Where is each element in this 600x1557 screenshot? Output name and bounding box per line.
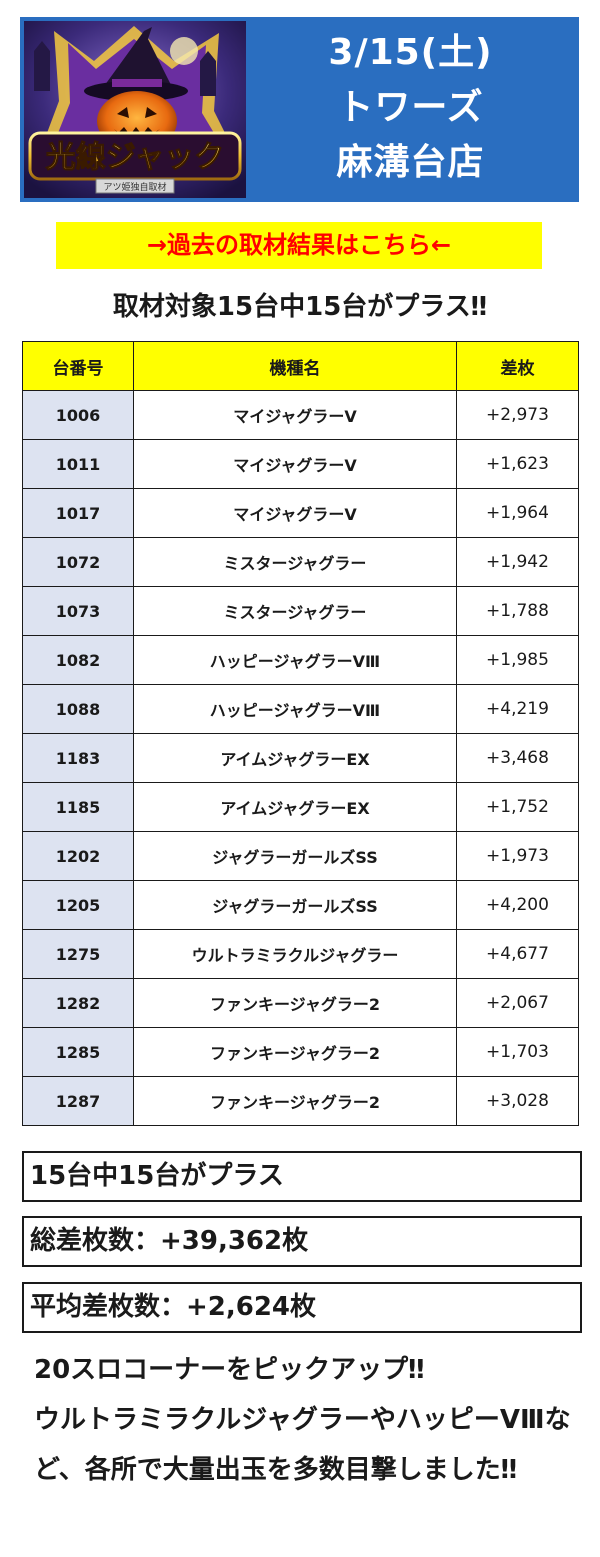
coin-difference-cell: +3,468: [456, 733, 579, 783]
model-name-cell: ハッピージャグラーVⅢ: [133, 684, 457, 734]
coin-difference-cell: +1,752: [456, 782, 579, 832]
machine-number-cell: 1282: [22, 978, 134, 1028]
past-results-link[interactable]: →過去の取材結果はこちら←: [56, 222, 542, 269]
plus-count-summary: 15台中15台がプラス: [22, 1151, 582, 1202]
total-difference-summary: 総差枚数：+39,362枚: [22, 1216, 582, 1267]
table-row: 1282 ファンキージャグラー2 +2,067: [22, 978, 579, 1028]
model-name-cell: ミスタージャグラー: [133, 537, 457, 587]
results-table: 台番号 機種名 差枚 1006 マイジャグラーV +2,973 1011 マイジ…: [22, 341, 579, 1126]
machine-number-cell: 1202: [22, 831, 134, 881]
model-name-cell: アイムジャグラーEX: [133, 782, 457, 832]
model-name-cell: マイジャグラーV: [133, 488, 457, 538]
machine-number-cell: 1006: [22, 390, 134, 440]
model-name-cell: ミスタージャグラー: [133, 586, 457, 636]
machine-number-cell: 1285: [22, 1027, 134, 1077]
column-header-machine-number: 台番号: [22, 341, 134, 391]
logo-title-text: 光線ジャック: [46, 140, 225, 175]
coin-difference-cell: +1,973: [456, 831, 579, 881]
table-row: 1202 ジャグラーガールズSS +1,973: [22, 831, 579, 881]
model-name-cell: ウルトラミラクルジャグラー: [133, 929, 457, 979]
table-row: 1017 マイジャグラーV +1,964: [22, 488, 579, 538]
table-row: 1275 ウルトラミラクルジャグラー +4,677: [22, 929, 579, 979]
machine-number-cell: 1082: [22, 635, 134, 685]
table-row: 1285 ファンキージャグラー2 +1,703: [22, 1027, 579, 1077]
logo-subtitle-text: アツ姫独自取材: [103, 181, 166, 193]
event-date: 3/15(土): [328, 32, 493, 73]
machine-number-cell: 1011: [22, 439, 134, 489]
table-row: 1183 アイムジャグラーEX +3,468: [22, 733, 579, 783]
coin-difference-cell: +2,067: [456, 978, 579, 1028]
coin-difference-cell: +4,219: [456, 684, 579, 734]
model-name-cell: ファンキージャグラー2: [133, 1076, 457, 1126]
header-banner: 光線ジャック アツ姫独自取材 3/15(土) トワーズ 麻溝台店: [20, 17, 579, 202]
model-name-cell: アイムジャグラーEX: [133, 733, 457, 783]
machine-number-cell: 1287: [22, 1076, 134, 1126]
store-branch: 麻溝台店: [336, 142, 485, 183]
average-difference-summary: 平均差枚数：+2,624枚: [22, 1282, 582, 1333]
model-name-cell: ファンキージャグラー2: [133, 978, 457, 1028]
machine-number-cell: 1275: [22, 929, 134, 979]
table-row: 1287 ファンキージャグラー2 +3,028: [22, 1076, 579, 1126]
table-row: 1073 ミスタージャグラー +1,788: [22, 586, 579, 636]
model-name-cell: ジャグラーガールズSS: [133, 831, 457, 881]
machine-number-cell: 1183: [22, 733, 134, 783]
coin-difference-cell: +4,677: [456, 929, 579, 979]
kousen-jack-logo: 光線ジャック アツ姫独自取材: [24, 21, 246, 198]
coin-difference-cell: +2,973: [456, 390, 579, 440]
table-row: 1072 ミスタージャグラー +1,942: [22, 537, 579, 587]
header-info: 3/15(土) トワーズ 麻溝台店: [242, 25, 579, 190]
table-row: 1088 ハッピージャグラーVⅢ +4,219: [22, 684, 579, 734]
table-header-row: 台番号 機種名 差枚: [22, 341, 579, 391]
machine-number-cell: 1073: [22, 586, 134, 636]
table-row: 1011 マイジャグラーV +1,623: [22, 439, 579, 489]
model-name-cell: ファンキージャグラー2: [133, 1027, 457, 1077]
machine-number-cell: 1072: [22, 537, 134, 587]
model-name-cell: マイジャグラーV: [133, 390, 457, 440]
coin-difference-cell: +1,703: [456, 1027, 579, 1077]
machine-number-cell: 1185: [22, 782, 134, 832]
coin-difference-cell: +3,028: [456, 1076, 579, 1126]
store-name: トワーズ: [337, 87, 484, 128]
table-row: 1205 ジャグラーガールズSS +4,200: [22, 880, 579, 930]
coin-difference-cell: +1,942: [456, 537, 579, 587]
machine-number-cell: 1088: [22, 684, 134, 734]
model-name-cell: ジャグラーガールズSS: [133, 880, 457, 930]
commentary-text: 20スロコーナーをピックアップ‼ ウルトラミラクルジャグラーやハッピーVⅢなど、…: [34, 1355, 571, 1485]
table-row: 1185 アイムジャグラーEX +1,752: [22, 782, 579, 832]
coin-difference-cell: +1,985: [456, 635, 579, 685]
machine-number-cell: 1017: [22, 488, 134, 538]
coin-difference-cell: +4,200: [456, 880, 579, 930]
column-header-model-name: 機種名: [133, 341, 457, 391]
results-headline: 取材対象15台中15台がプラス‼: [112, 292, 488, 322]
table-row: 1082 ハッピージャグラーVⅢ +1,985: [22, 635, 579, 685]
coin-difference-cell: +1,623: [456, 439, 579, 489]
model-name-cell: マイジャグラーV: [133, 439, 457, 489]
table-row: 1006 マイジャグラーV +2,973: [22, 390, 579, 440]
coin-difference-cell: +1,788: [456, 586, 579, 636]
machine-number-cell: 1205: [22, 880, 134, 930]
column-header-coin-difference: 差枚: [456, 341, 579, 391]
model-name-cell: ハッピージャグラーVⅢ: [133, 635, 457, 685]
coin-difference-cell: +1,964: [456, 488, 579, 538]
